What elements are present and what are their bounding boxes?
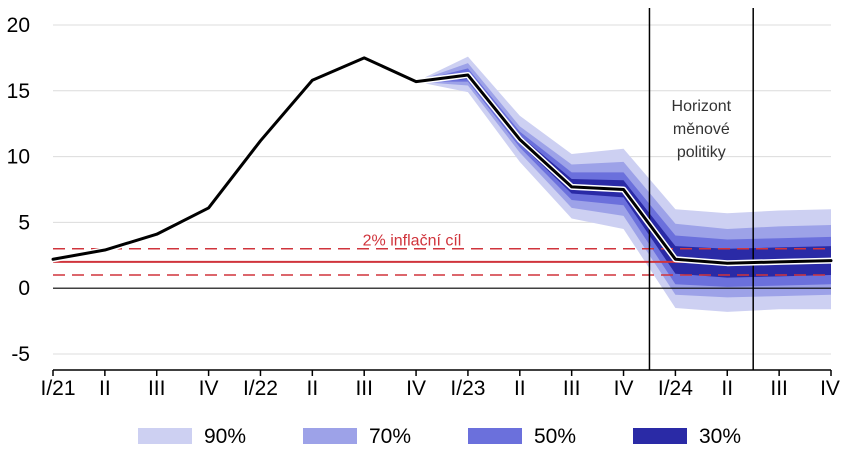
x-axis: I/21 II III IV I/22 II III IV I/23 II III IV I/24 II I… [40,369,840,400]
x-tick-label: IV [614,377,634,400]
x-tick-label: I/22 [243,377,278,400]
x-tick-label: III [770,377,788,400]
policy-horizon-label: politiky [677,144,726,161]
legend: 90% 70% 50% 30% [138,425,741,448]
x-tick-label: IV [820,377,840,400]
legend-swatch [633,428,687,444]
y-tick-label: 20 [7,14,30,37]
x-tick-label: I/23 [450,377,485,400]
x-tick-label: III [148,377,166,400]
series-layer [50,54,834,267]
x-tick-label: IV [406,377,426,400]
x-tick-label: I/24 [658,377,693,400]
fan-bands [416,56,831,312]
x-tick-label: II [306,377,318,400]
legend-swatch [468,428,522,444]
legend-label: 30% [699,425,741,448]
policy-horizon-label: měnové [673,121,730,138]
fan-band [416,68,831,287]
x-tick-label: II [514,377,526,400]
legend-swatch [303,428,357,444]
legend-label: 90% [204,425,246,448]
target-label: 2% inflační cíl [363,233,462,250]
y-tick-label: 5 [18,211,30,234]
policy-horizon-label: Horizont [672,98,732,115]
series-line [51,56,833,265]
policy-horizon: Horizont měnové politiky [648,8,754,370]
x-tick-label: III [563,377,581,400]
legend-swatch [138,428,192,444]
x-tick-label: II [99,377,111,400]
y-tick-label: 0 [18,277,30,300]
x-tick-label: I/21 [40,377,75,400]
x-tick-label: IV [199,377,219,400]
fan-band [416,72,831,278]
legend-label: 50% [534,425,576,448]
y-tick-label: 10 [7,146,30,169]
y-axis: -5 0 5 10 15 20 [7,14,30,366]
legend-label: 70% [369,425,411,448]
x-tick-label: III [355,377,373,400]
y-tick-label: -5 [11,343,30,366]
y-tick-label: 15 [7,80,30,103]
x-tick-label: II [721,377,733,400]
